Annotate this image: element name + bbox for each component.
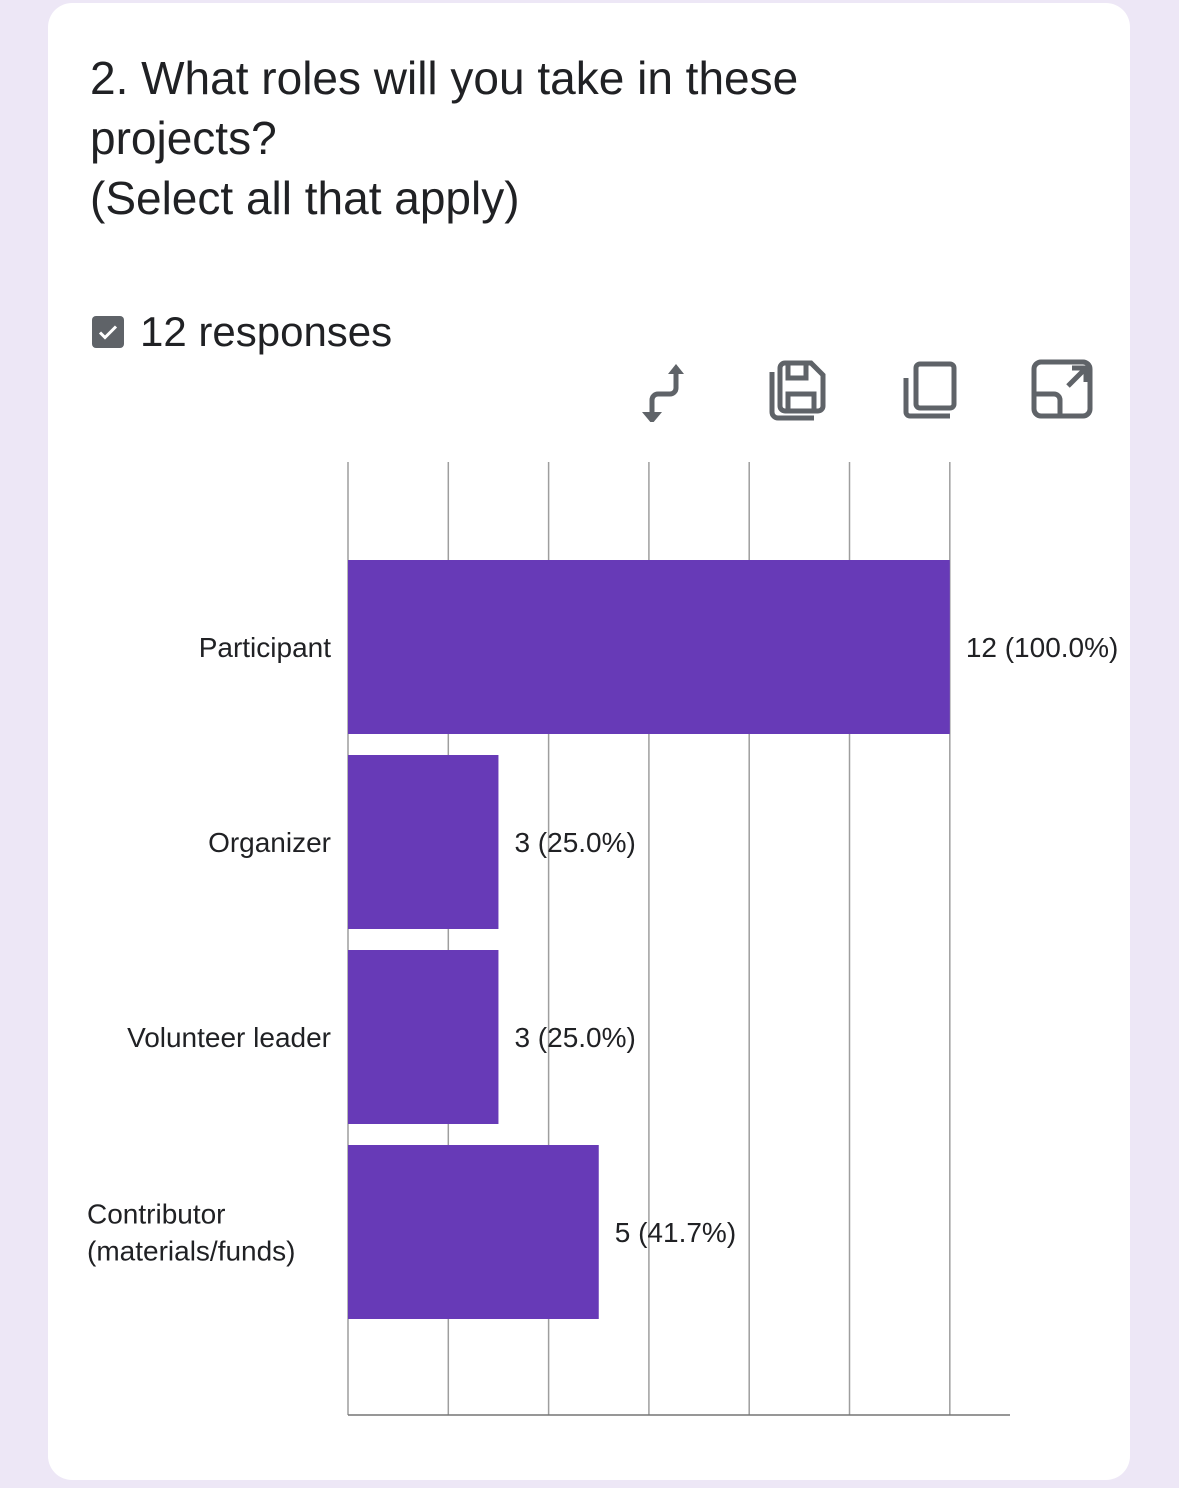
category-label: Participant (199, 632, 332, 663)
response-count: 12 responses (92, 308, 392, 356)
bar (348, 560, 950, 734)
title-line: projects? (90, 112, 277, 164)
save-icon[interactable] (766, 358, 830, 422)
question-title: 2. What roles will you take in these pro… (90, 48, 990, 228)
copy-icon[interactable] (898, 358, 962, 422)
bar (348, 1145, 599, 1319)
data-label: 3 (25.0%) (514, 827, 635, 858)
bar (348, 950, 499, 1124)
title-line: (Select all that apply) (90, 172, 520, 224)
data-label: 3 (25.0%) (514, 1022, 635, 1053)
title-line: 2. What roles will you take in these (90, 52, 799, 104)
category-label: (materials/funds) (87, 1236, 296, 1267)
data-label: 5 (41.7%) (615, 1217, 736, 1248)
expand-icon[interactable] (1030, 358, 1094, 422)
data-label: 12 (100.0%) (966, 632, 1119, 663)
response-count-text: 12 responses (140, 308, 393, 355)
category-label: Organizer (208, 827, 331, 858)
checkbox-icon (92, 316, 124, 348)
bar-chart: 12 (100.0%) Participant 3 (25.0%) Organizer… (87, 462, 1119, 1416)
bar (348, 755, 499, 929)
swap-axes-icon[interactable] (634, 358, 698, 424)
category-label: Contributor (87, 1199, 226, 1230)
category-label: Volunteer leader (127, 1022, 331, 1053)
